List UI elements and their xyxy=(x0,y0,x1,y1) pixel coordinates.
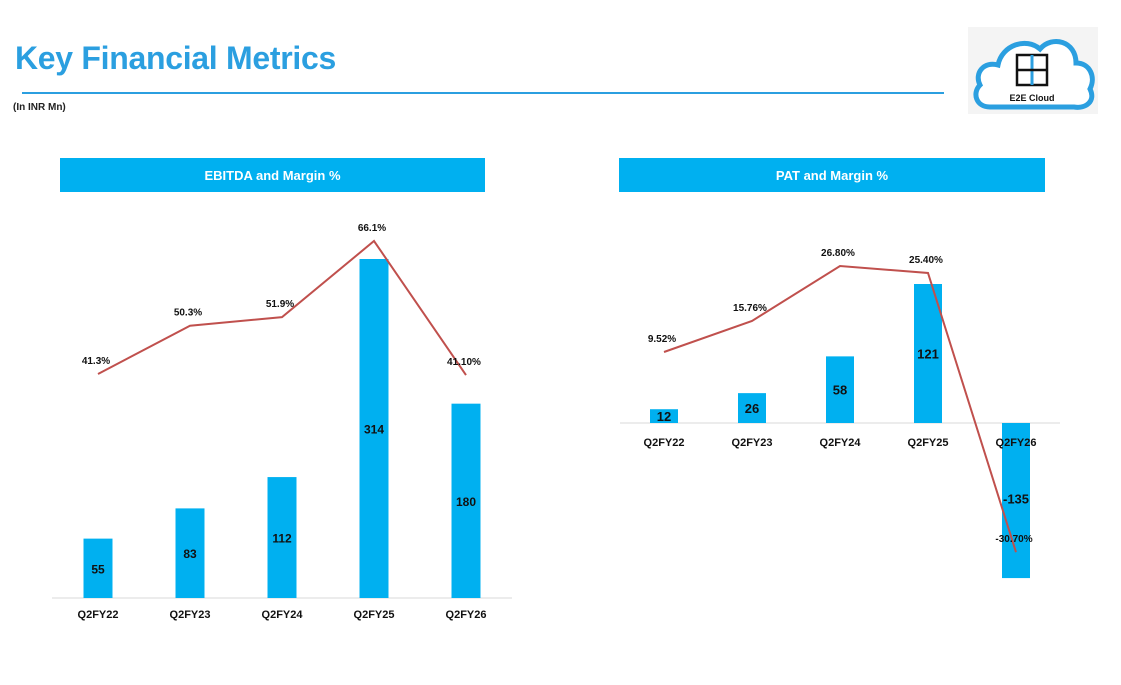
logo-text: E2E Cloud xyxy=(1009,93,1054,103)
pat-bar-value-label: 58 xyxy=(833,383,847,398)
ebitda-bar-value-label: 112 xyxy=(272,532,292,546)
ebitda-margin-label: 51.9% xyxy=(266,299,294,310)
ebitda-bar xyxy=(451,403,481,598)
pat-margin-label: 15.76% xyxy=(733,303,767,314)
pat-margin-label: 9.52% xyxy=(648,334,676,345)
ebitda-margin-line xyxy=(97,239,467,376)
pat-category-label: Q2FY26 xyxy=(996,437,1037,449)
pat-bar-value-label: 26 xyxy=(745,401,759,416)
pat-category-label: Q2FY22 xyxy=(644,437,685,449)
title-divider xyxy=(22,92,944,94)
pat-chart-title: PAT and Margin % xyxy=(619,158,1045,192)
ebitda-bar xyxy=(175,508,205,598)
company-logo: E2E Cloud xyxy=(968,27,1098,114)
pat-bar-value-label: -135 xyxy=(1003,492,1029,507)
ebitda-bar-value-label: 180 xyxy=(456,495,476,509)
ebitda-category-label: Q2FY25 xyxy=(354,609,395,621)
pat-margin-label: 26.80% xyxy=(821,248,855,259)
pat-bar xyxy=(650,409,678,423)
page-title: Key Financial Metrics xyxy=(15,40,336,76)
pat-margin-label: 25.40% xyxy=(909,255,943,266)
pat-bar-value-label: 121 xyxy=(917,347,939,362)
pat-bar xyxy=(914,284,942,423)
ebitda-bar xyxy=(359,259,389,598)
pat-margin-line xyxy=(663,264,1017,553)
ebitda-margin-label: 41.10% xyxy=(447,357,481,368)
ebitda-category-label: Q2FY26 xyxy=(446,609,487,621)
ebitda-margin-label: 50.3% xyxy=(174,308,202,319)
ebitda-margin-label: 41.3% xyxy=(82,356,110,367)
ebitda-bar-value-label: 55 xyxy=(91,562,105,576)
pat-category-label: Q2FY25 xyxy=(908,437,949,449)
ebitda-bar-value-label: 83 xyxy=(183,547,197,561)
pat-margin-label: -30.70% xyxy=(995,534,1032,545)
pat-category-label: Q2FY23 xyxy=(732,437,773,449)
ebitda-bar xyxy=(83,538,113,598)
pat-category-label: Q2FY24 xyxy=(820,437,862,449)
pat-bar-value-label: 12 xyxy=(657,409,671,424)
cloud-logo-icon: E2E Cloud xyxy=(973,39,1095,110)
unit-note: (In INR Mn) xyxy=(13,102,66,113)
ebitda-category-label: Q2FY23 xyxy=(170,609,211,621)
pat-bar xyxy=(826,356,854,423)
ebitda-bar xyxy=(267,477,297,598)
ebitda-chart-title: EBITDA and Margin % xyxy=(60,158,485,192)
ebitda-category-label: Q2FY22 xyxy=(78,609,119,621)
ebitda-category-label: Q2FY24 xyxy=(262,609,304,621)
ebitda-margin-label: 66.1% xyxy=(358,223,386,234)
ebitda-bar-value-label: 314 xyxy=(364,423,384,437)
pat-bar xyxy=(1002,423,1030,579)
pat-bar xyxy=(738,393,766,423)
